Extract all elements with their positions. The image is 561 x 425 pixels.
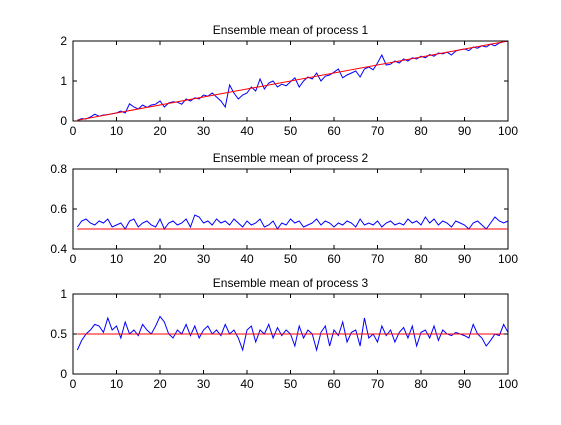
x-tick-label: 60 [327,124,341,138]
series-line-ensemble-mean [76,315,509,352]
x-tick-label: 30 [197,252,211,266]
x-tick-label: 30 [197,124,211,138]
x-tick-label: 20 [153,252,167,266]
x-tick-label: 10 [110,124,124,138]
x-tick-label: 70 [371,377,385,391]
x-tick-label: 20 [153,124,167,138]
x-tick-label: 90 [458,252,472,266]
y-tick-label: 1 [60,287,67,301]
x-tick-label: 50 [284,377,298,391]
x-tick-label: 50 [284,252,298,266]
subplot-process-1: 0 10 20 30 40 50 60 70 80 90 100 0 1 2 Ensemble mean o… [60,23,518,138]
x-tick-label: 40 [240,124,254,138]
y-tick-label: 0.6 [50,202,67,216]
x-tick-label: 20 [153,377,167,391]
x-tick-label: 80 [414,377,428,391]
x-tick-label: 50 [284,124,298,138]
x-tick-label: 80 [414,252,428,266]
subplot-process-2: 0 10 20 30 40 50 60 70 80 90 100 0.4 0.6 0.8 Ensemble … [50,151,518,266]
x-tick-label: 10 [110,252,124,266]
x-tick-label: 90 [458,377,472,391]
x-tick-label: 60 [327,377,341,391]
x-tick-label: 70 [371,252,385,266]
y-tick-label: 0.4 [50,242,67,256]
subplot-title: Ensemble mean of process 2 [213,151,369,165]
x-tick-label: 100 [498,252,518,266]
x-tick-label: 10 [110,377,124,391]
x-tick-label: 40 [240,377,254,391]
x-tick-label: 0 [70,377,77,391]
x-tick-label: 90 [458,124,472,138]
x-tick-label: 0 [70,124,77,138]
x-tick-label: 100 [498,377,518,391]
y-tick-label: 0 [60,114,67,128]
y-tick-label: 0.8 [50,162,67,176]
x-tick-label: 70 [371,124,385,138]
y-tick-label: 2 [60,34,67,48]
y-tick-label: 0.5 [50,327,67,341]
x-tick-label: 40 [240,252,254,266]
series-line-ensemble-mean [76,214,509,231]
y-tick-label: 0 [60,367,67,381]
x-tick-label: 0 [70,252,77,266]
x-tick-label: 60 [327,252,341,266]
y-tick-label: 1 [60,74,67,88]
x-tick-label: 80 [414,124,428,138]
subplot-title: Ensemble mean of process 3 [213,276,369,290]
subplot-title: Ensemble mean of process 1 [213,23,369,37]
axes-box [72,168,509,250]
x-tick-label: 100 [498,124,518,138]
subplot-process-3: 0 10 20 30 40 50 60 70 80 90 100 0 0.5 1 Ensemble mean… [50,276,518,391]
x-tick-label: 30 [197,377,211,391]
series-line-reference [77,40,509,121]
